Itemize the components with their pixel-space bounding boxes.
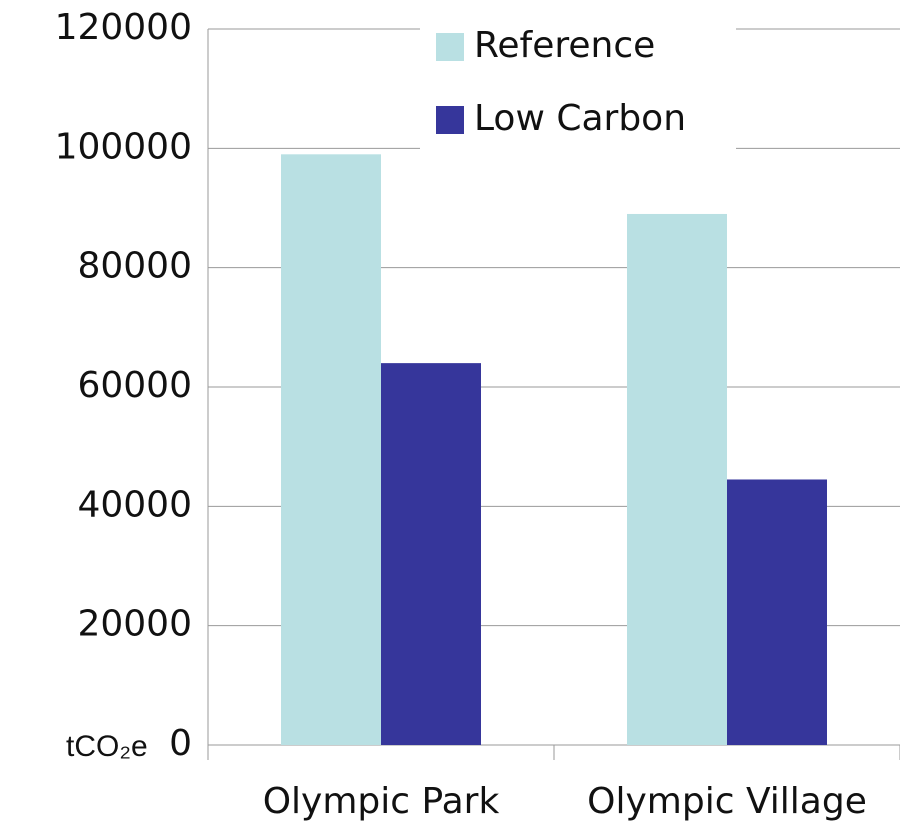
bar <box>381 363 481 745</box>
y-tick-label: 20000 <box>77 604 192 645</box>
legend-box <box>420 18 736 152</box>
x-tick-label: Olympic Village <box>587 781 867 822</box>
y-tick-label: 120000 <box>55 7 192 48</box>
bar <box>627 213 727 745</box>
y-tick-label: 80000 <box>77 246 192 287</box>
legend-swatch <box>436 106 464 134</box>
legend-swatch <box>436 33 464 61</box>
x-tick-label: Olympic Park <box>263 781 500 822</box>
bar <box>281 154 381 746</box>
y-tick-label: 60000 <box>77 365 192 406</box>
y-tick-label: 100000 <box>55 126 192 167</box>
y-tick-label: 0 <box>169 723 192 764</box>
legend-label: Reference <box>474 25 655 66</box>
legend-label: Low Carbon <box>474 98 686 139</box>
bar <box>727 479 827 745</box>
y-axis-label: tCO₂e <box>66 730 148 763</box>
y-tick-label: 40000 <box>77 484 192 525</box>
